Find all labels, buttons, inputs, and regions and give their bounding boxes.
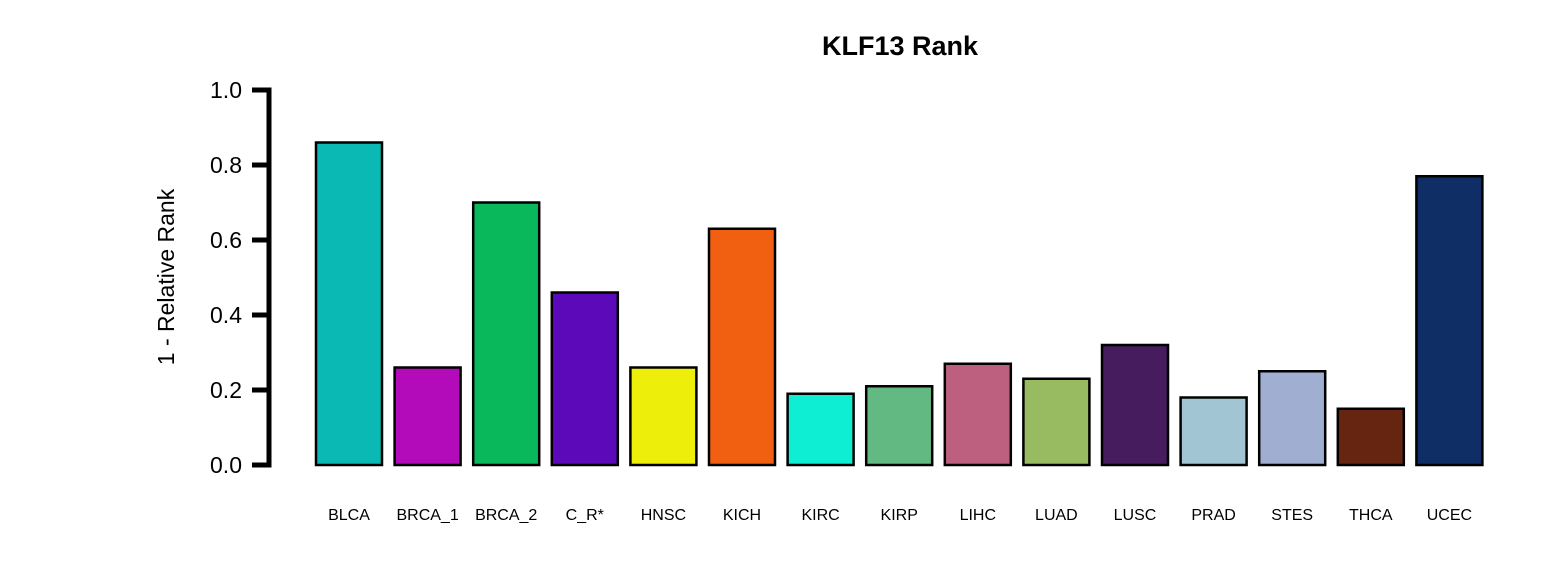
bar-lusc	[1100, 343, 1170, 467]
y-tick-label: 0.8	[210, 152, 242, 178]
y-tick-label: 0.6	[210, 227, 242, 253]
x-tick-label: KICH	[723, 507, 761, 524]
x-tick-label: THCA	[1349, 507, 1393, 524]
x-tick-label: C_R*	[566, 507, 604, 524]
y-tick-label: 0.0	[210, 452, 242, 478]
bars-group	[314, 141, 1484, 467]
bar-blca	[314, 141, 384, 467]
bar-brca-1	[393, 366, 462, 467]
bar-ucec	[1415, 175, 1484, 467]
y-axis-label: 1 - Relative Rank	[153, 188, 179, 365]
x-tick-label: PRAD	[1191, 507, 1235, 524]
bar-thca	[1336, 407, 1406, 467]
x-tick-labels: BLCA BRCA_1 BRCA_2 C_R* HNSC KICH KIRC KIRP LIHC…	[328, 507, 1472, 524]
x-tick-label: BRCA_2	[475, 507, 537, 524]
x-tick-label: LIHC	[960, 507, 996, 524]
bar-brca-2	[471, 201, 541, 467]
bar-kirc	[786, 392, 855, 467]
bar-luad	[1022, 377, 1091, 467]
x-tick-label: KIRP	[881, 507, 918, 524]
x-tick-label: LUAD	[1035, 507, 1078, 524]
chart-title: KLF13 Rank	[822, 31, 979, 61]
bar-prad	[1179, 396, 1248, 467]
bar-c-r	[550, 291, 620, 467]
bar-kich	[707, 227, 777, 467]
x-tick-label: STES	[1271, 507, 1313, 524]
x-tick-label: KIRC	[801, 507, 839, 524]
y-tick-label: 1.0	[210, 77, 242, 103]
bar-lihc	[943, 362, 1013, 467]
bar-hnsc	[629, 366, 698, 467]
x-tick-label: BLCA	[328, 507, 370, 524]
x-tick-label: UCEC	[1427, 507, 1472, 524]
bar-kirp	[864, 385, 934, 467]
x-tick-label: BRCA_1	[396, 507, 458, 524]
x-tick-label: HNSC	[641, 507, 686, 524]
bar-stes	[1257, 370, 1327, 467]
y-axis: 0.0 0.2 0.4 0.6 0.8 1.0	[210, 77, 272, 478]
y-tick-label: 0.2	[210, 377, 242, 403]
y-tick-label: 0.4	[210, 302, 242, 328]
x-tick-label: LUSC	[1114, 507, 1157, 524]
